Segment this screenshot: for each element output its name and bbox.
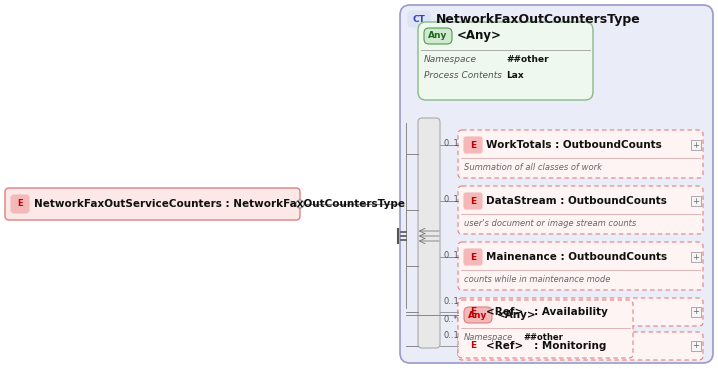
Text: 0..1: 0..1 (443, 139, 459, 148)
FancyBboxPatch shape (464, 338, 482, 354)
Text: WorkTotals : OutboundCounts: WorkTotals : OutboundCounts (486, 140, 662, 150)
FancyBboxPatch shape (458, 130, 703, 178)
Text: NetworkFaxOutCountersType: NetworkFaxOutCountersType (436, 13, 640, 25)
Text: Lax: Lax (506, 72, 523, 80)
FancyBboxPatch shape (424, 28, 452, 44)
Text: +: + (693, 341, 699, 351)
Text: +: + (693, 307, 699, 317)
Text: 0..1: 0..1 (443, 252, 459, 261)
Text: Any: Any (468, 310, 488, 320)
Text: Mainenance : OutboundCounts: Mainenance : OutboundCounts (486, 252, 667, 262)
Text: user's document or image stream counts: user's document or image stream counts (464, 220, 636, 228)
FancyBboxPatch shape (418, 118, 440, 348)
FancyBboxPatch shape (464, 307, 492, 323)
FancyBboxPatch shape (458, 186, 703, 234)
Text: +: + (693, 141, 699, 149)
Text: E: E (470, 307, 476, 317)
FancyBboxPatch shape (11, 195, 29, 213)
FancyBboxPatch shape (458, 300, 633, 358)
Text: E: E (470, 341, 476, 351)
Text: <Ref>   : Availability: <Ref> : Availability (486, 307, 608, 317)
FancyBboxPatch shape (458, 332, 703, 360)
FancyBboxPatch shape (464, 249, 482, 265)
FancyBboxPatch shape (458, 298, 703, 326)
Text: <Ref>   : Monitoring: <Ref> : Monitoring (486, 341, 607, 351)
Text: counts while in maintenance mode: counts while in maintenance mode (464, 276, 610, 284)
Text: E: E (17, 200, 23, 208)
Text: +: + (693, 197, 699, 206)
Text: E: E (470, 197, 476, 206)
FancyBboxPatch shape (691, 196, 701, 206)
FancyBboxPatch shape (691, 307, 701, 317)
Text: Namespace: Namespace (464, 334, 513, 342)
Text: 0..*: 0..* (443, 314, 458, 324)
FancyBboxPatch shape (5, 188, 300, 220)
FancyBboxPatch shape (464, 304, 482, 320)
FancyBboxPatch shape (464, 137, 482, 153)
FancyBboxPatch shape (691, 140, 701, 150)
Text: NetworkFaxOutServiceCounters : NetworkFaxOutCountersType: NetworkFaxOutServiceCounters : NetworkFa… (34, 199, 405, 209)
Text: Process Contents: Process Contents (424, 72, 502, 80)
Text: E: E (470, 252, 476, 262)
FancyBboxPatch shape (418, 22, 593, 100)
Text: CT: CT (413, 14, 426, 24)
Text: DataStream : OutboundCounts: DataStream : OutboundCounts (486, 196, 667, 206)
Text: ##other: ##other (523, 334, 563, 342)
FancyBboxPatch shape (691, 252, 701, 262)
Text: 0..1: 0..1 (443, 196, 459, 204)
FancyBboxPatch shape (400, 5, 713, 363)
Text: 0..1: 0..1 (443, 297, 459, 307)
FancyBboxPatch shape (408, 11, 430, 27)
FancyBboxPatch shape (691, 341, 701, 351)
Text: <Any>: <Any> (497, 310, 536, 320)
Text: <Any>: <Any> (457, 30, 502, 42)
Text: 0..1: 0..1 (443, 331, 459, 341)
Text: Any: Any (429, 31, 448, 41)
FancyBboxPatch shape (458, 242, 703, 290)
FancyBboxPatch shape (464, 193, 482, 209)
Text: Namespace: Namespace (424, 55, 477, 65)
Text: ##other: ##other (506, 55, 549, 65)
Text: Summation of all classes of work: Summation of all classes of work (464, 163, 602, 172)
Text: +: + (693, 252, 699, 262)
Text: E: E (470, 141, 476, 149)
Circle shape (296, 200, 304, 208)
